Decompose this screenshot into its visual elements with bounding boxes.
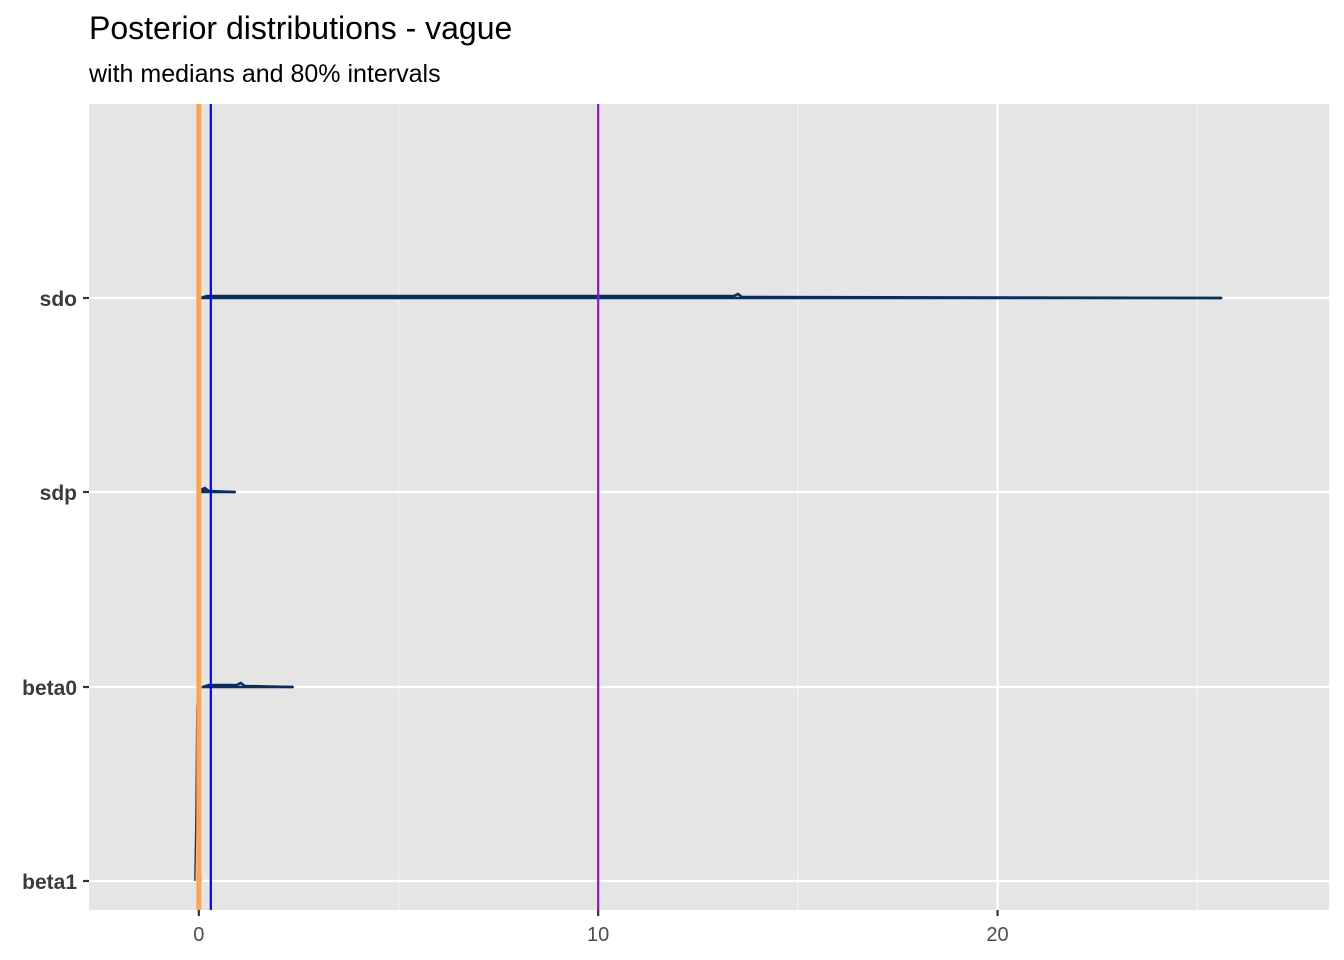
reference-lines — [196, 104, 600, 910]
y-tick-label: sdo — [40, 288, 77, 311]
y-tick-label: beta0 — [22, 677, 77, 700]
y-tick-label: beta1 — [22, 871, 77, 894]
x-tick-label: 0 — [193, 924, 204, 946]
y-tick-label: sdp — [40, 482, 77, 505]
chart-subtitle: with medians and 80% intervals — [88, 60, 441, 88]
chart-title: Posterior distributions - vague — [89, 10, 512, 46]
plot-panel — [89, 104, 1329, 910]
minor-gridlines — [397, 104, 1198, 910]
x-axis: 0 10 20 — [193, 910, 1009, 946]
x-tick-label: 10 — [587, 924, 609, 946]
x-tick-label: 20 — [986, 924, 1008, 946]
y-axis: sdo sdp beta0 beta1 — [22, 288, 89, 894]
